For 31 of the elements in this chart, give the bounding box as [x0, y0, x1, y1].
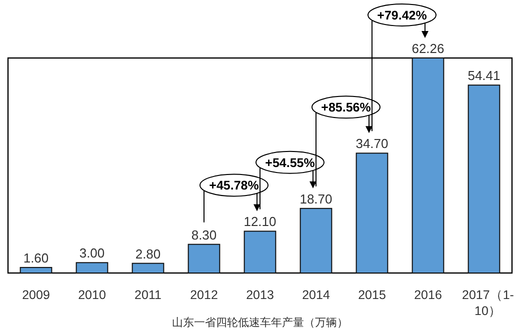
x-tick-label: 2015 [358, 288, 386, 302]
x-tick-label: 2013 [246, 288, 274, 302]
x-tick-label: 2010 [78, 288, 106, 302]
bar [412, 58, 444, 274]
data-label: 12.10 [244, 214, 276, 230]
bar [244, 230, 276, 274]
data-label: 62.26 [412, 41, 444, 56]
data-label: 54.41 [468, 68, 500, 84]
bar [468, 84, 500, 274]
bar [188, 244, 220, 274]
x-axis-title: 山东一省四轮低速车年产量（万辆） [172, 316, 348, 329]
data-label: 3.00 [79, 246, 105, 261]
annotation: +85.56% [321, 100, 371, 115]
data-label: 18.70 [300, 191, 332, 206]
bar [300, 208, 332, 274]
bar [356, 152, 388, 274]
x-tick-label: 2016 [414, 288, 442, 302]
bar [20, 266, 52, 274]
x-tick-label: 2014 [302, 288, 330, 302]
data-label: 1.60 [23, 250, 49, 266]
annotation: +45.78% [209, 178, 259, 193]
x-tick-label: 2012 [190, 288, 218, 302]
data-label: 8.30 [191, 227, 217, 242]
data-label: 34.70 [356, 136, 388, 152]
data-label: 2.80 [135, 246, 161, 262]
x-tick-label: 2009 [22, 288, 50, 302]
annotation: +54.55% [265, 156, 315, 170]
x-tick-label: 2017（1-10） [462, 288, 514, 318]
x-tick-label: 2011 [134, 288, 162, 302]
bar [132, 262, 164, 274]
bar [76, 262, 108, 274]
